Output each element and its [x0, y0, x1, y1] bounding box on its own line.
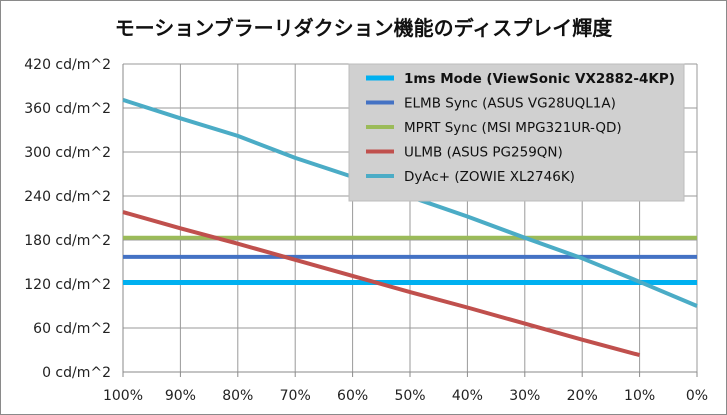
x-tick-label: 70% [280, 388, 311, 404]
legend-box [348, 63, 685, 202]
x-tick-label: 80% [222, 388, 253, 404]
y-tick-label: 240 cd/m^2 [24, 189, 111, 205]
series-line [122, 210, 641, 358]
legend-label: ELMB Sync (ASUS VG28UQL1A) [404, 96, 616, 112]
x-axis-ticks: 100% 90% 80% 70% 60% 50% 40% 30% 20% 10% 0% [103, 388, 708, 404]
legend-label: MPRT Sync (MSI MPG321UR-QD) [404, 120, 622, 136]
x-tick-label: 60% [337, 388, 368, 404]
y-tick-label: 180 cd/m^2 [24, 233, 111, 249]
x-tick-label: 100% [103, 388, 143, 404]
x-tick-label: 20% [567, 388, 598, 404]
y-axis-ticks: 0 cd/m^2 60 cd/m^2 120 cd/m^2 180 cd/m^2 240… [24, 57, 111, 381]
legend-label: 1ms Mode (ViewSonic VX2882-4KP) [404, 71, 675, 87]
x-tick-label: 10% [624, 388, 655, 404]
y-tick-label: 60 cd/m^2 [33, 321, 111, 337]
x-tick-label: 30% [509, 388, 540, 404]
y-tick-label: 300 cd/m^2 [24, 145, 111, 161]
x-tick-label: 90% [165, 388, 196, 404]
x-tick-label: 40% [452, 388, 483, 404]
legend-label: DyAc+ (ZOWIE XL2746K) [404, 169, 575, 185]
legend: 1ms Mode (ViewSonic VX2882-4KP) ELMB Sync… [348, 63, 685, 202]
x-tick-label: 0% [686, 388, 708, 404]
y-tick-label: 420 cd/m^2 [24, 57, 111, 73]
y-tick-label: 360 cd/m^2 [24, 101, 111, 117]
x-tick-label: 50% [394, 388, 425, 404]
chart-title: モーションブラーリダクション機能のディスプレイ輝度 [114, 16, 613, 40]
legend-label: ULMB (ASUS PG259QN) [404, 145, 563, 161]
y-tick-label: 120 cd/m^2 [24, 277, 111, 293]
y-tick-label: 0 cd/m^2 [42, 365, 111, 381]
